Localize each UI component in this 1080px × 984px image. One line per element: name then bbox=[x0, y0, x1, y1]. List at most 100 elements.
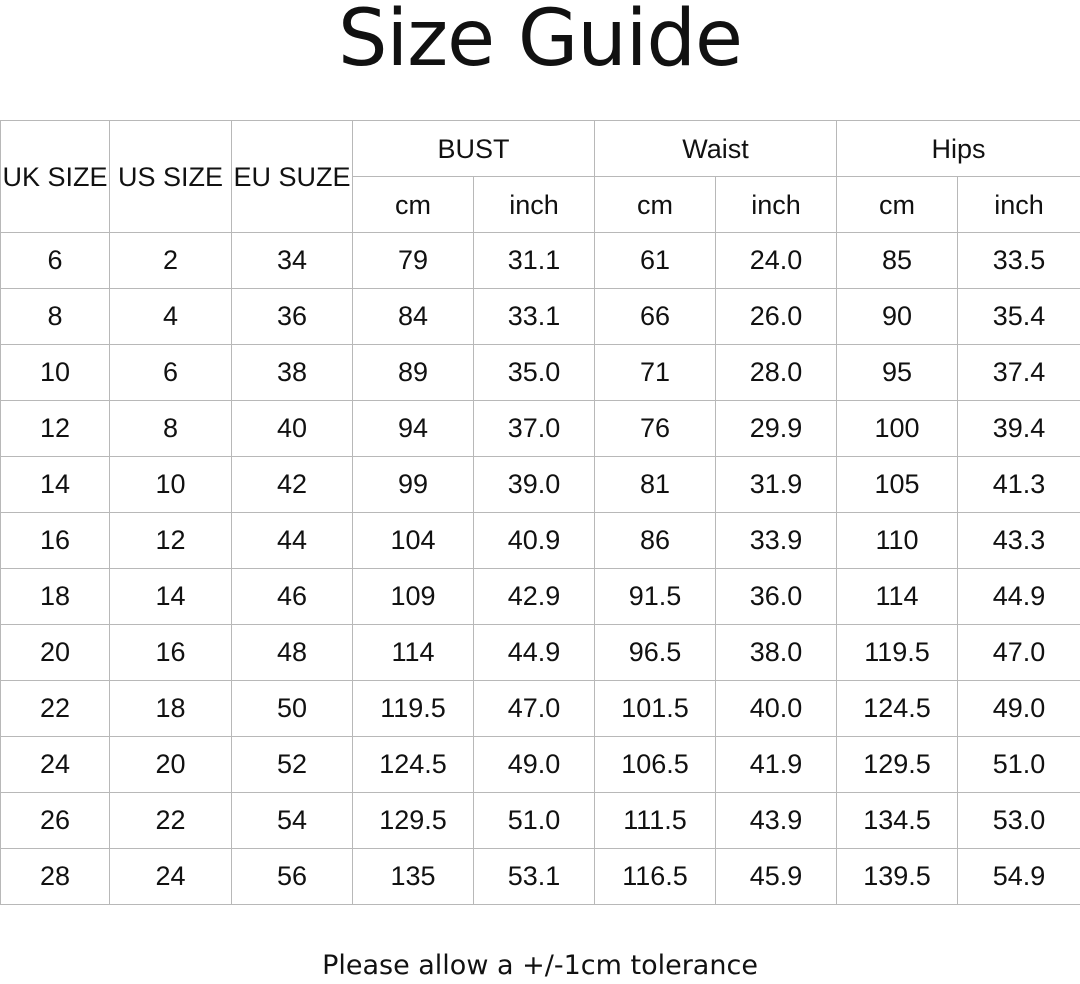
cell-us-size: 18 bbox=[109, 680, 232, 737]
cell-bust-cm: 124.5 bbox=[352, 736, 474, 793]
cell-waist-cm: 66 bbox=[594, 288, 717, 345]
cell-bust-cm: 89 bbox=[352, 344, 474, 401]
header-unit-cm: cm bbox=[594, 176, 717, 233]
size-table: UK SIZE US SIZE EU SUZE BUST Waist Hips … bbox=[0, 120, 1080, 905]
table-row: 12 8 40 94 37.0 76 29.9 100 39.4 bbox=[0, 400, 1080, 457]
table-body: 6 2 34 79 31.1 61 24.0 85 33.5 8 4 36 84 33.1 66 26.0 90… bbox=[0, 232, 1080, 905]
header-hips: Hips bbox=[836, 120, 1080, 177]
cell-us-size: 10 bbox=[109, 456, 232, 513]
cell-hips-cm: 110 bbox=[836, 512, 959, 569]
header-unit-cm: cm bbox=[836, 176, 959, 233]
cell-waist-inch: 29.9 bbox=[715, 400, 838, 457]
header-us-size: US SIZE bbox=[109, 120, 232, 233]
cell-waist-inch: 26.0 bbox=[715, 288, 838, 345]
cell-waist-inch: 45.9 bbox=[715, 848, 838, 905]
cell-bust-inch: 37.0 bbox=[472, 400, 596, 457]
cell-bust-inch: 49.0 bbox=[472, 736, 596, 793]
cell-uk-size: 14 bbox=[0, 456, 110, 513]
cell-waist-inch: 24.0 bbox=[715, 232, 838, 289]
cell-hips-cm: 95 bbox=[836, 344, 959, 401]
cell-bust-cm: 99 bbox=[352, 456, 474, 513]
header-row-groups: UK SIZE US SIZE EU SUZE BUST Waist Hips bbox=[0, 120, 1080, 233]
cell-waist-inch: 40.0 bbox=[715, 680, 838, 737]
cell-hips-inch: 33.5 bbox=[957, 232, 1080, 289]
cell-bust-inch: 53.1 bbox=[472, 848, 596, 905]
cell-waist-inch: 36.0 bbox=[715, 568, 838, 625]
cell-eu-size: 56 bbox=[231, 848, 353, 905]
cell-bust-cm: 79 bbox=[352, 232, 474, 289]
cell-waist-cm: 116.5 bbox=[594, 848, 717, 905]
cell-eu-size: 40 bbox=[231, 400, 353, 457]
cell-uk-size: 22 bbox=[0, 680, 110, 737]
header-unit-inch: inch bbox=[472, 176, 596, 233]
header-eu-size: EU SUZE bbox=[231, 120, 353, 233]
cell-us-size: 22 bbox=[109, 792, 232, 849]
cell-uk-size: 20 bbox=[0, 624, 110, 681]
table-row: 18 14 46 109 42.9 91.5 36.0 114 44.9 bbox=[0, 568, 1080, 625]
cell-hips-inch: 51.0 bbox=[957, 736, 1080, 793]
cell-eu-size: 46 bbox=[231, 568, 353, 625]
cell-hips-inch: 41.3 bbox=[957, 456, 1080, 513]
cell-waist-inch: 43.9 bbox=[715, 792, 838, 849]
cell-us-size: 4 bbox=[109, 288, 232, 345]
cell-hips-cm: 119.5 bbox=[836, 624, 959, 681]
cell-eu-size: 44 bbox=[231, 512, 353, 569]
cell-hips-cm: 100 bbox=[836, 400, 959, 457]
cell-bust-inch: 44.9 bbox=[472, 624, 596, 681]
cell-hips-cm: 85 bbox=[836, 232, 959, 289]
cell-hips-inch: 35.4 bbox=[957, 288, 1080, 345]
header-unit-cm: cm bbox=[352, 176, 474, 233]
cell-uk-size: 16 bbox=[0, 512, 110, 569]
cell-waist-cm: 71 bbox=[594, 344, 717, 401]
cell-hips-inch: 53.0 bbox=[957, 792, 1080, 849]
cell-us-size: 6 bbox=[109, 344, 232, 401]
cell-hips-inch: 44.9 bbox=[957, 568, 1080, 625]
cell-hips-inch: 54.9 bbox=[957, 848, 1080, 905]
cell-waist-cm: 81 bbox=[594, 456, 717, 513]
cell-uk-size: 26 bbox=[0, 792, 110, 849]
cell-bust-inch: 39.0 bbox=[472, 456, 596, 513]
cell-eu-size: 36 bbox=[231, 288, 353, 345]
cell-eu-size: 42 bbox=[231, 456, 353, 513]
header-waist: Waist bbox=[594, 120, 838, 177]
cell-us-size: 8 bbox=[109, 400, 232, 457]
cell-bust-inch: 35.0 bbox=[472, 344, 596, 401]
cell-waist-inch: 33.9 bbox=[715, 512, 838, 569]
cell-hips-cm: 105 bbox=[836, 456, 959, 513]
cell-waist-cm: 76 bbox=[594, 400, 717, 457]
cell-bust-inch: 31.1 bbox=[472, 232, 596, 289]
cell-waist-inch: 31.9 bbox=[715, 456, 838, 513]
cell-bust-inch: 40.9 bbox=[472, 512, 596, 569]
table-row: 28 24 56 135 53.1 116.5 45.9 139.5 54.9 bbox=[0, 848, 1080, 905]
cell-waist-cm: 101.5 bbox=[594, 680, 717, 737]
cell-hips-inch: 43.3 bbox=[957, 512, 1080, 569]
cell-us-size: 14 bbox=[109, 568, 232, 625]
cell-eu-size: 34 bbox=[231, 232, 353, 289]
cell-us-size: 20 bbox=[109, 736, 232, 793]
cell-bust-cm: 119.5 bbox=[352, 680, 474, 737]
cell-uk-size: 18 bbox=[0, 568, 110, 625]
cell-waist-cm: 106.5 bbox=[594, 736, 717, 793]
table-row: 24 20 52 124.5 49.0 106.5 41.9 129.5 51.0 bbox=[0, 736, 1080, 793]
cell-eu-size: 38 bbox=[231, 344, 353, 401]
cell-hips-cm: 124.5 bbox=[836, 680, 959, 737]
table-row: 20 16 48 114 44.9 96.5 38.0 119.5 47.0 bbox=[0, 624, 1080, 681]
table-row: 8 4 36 84 33.1 66 26.0 90 35.4 bbox=[0, 288, 1080, 345]
cell-waist-cm: 96.5 bbox=[594, 624, 717, 681]
cell-us-size: 2 bbox=[109, 232, 232, 289]
cell-us-size: 16 bbox=[109, 624, 232, 681]
table-row: 16 12 44 104 40.9 86 33.9 110 43.3 bbox=[0, 512, 1080, 569]
table-row: 22 18 50 119.5 47.0 101.5 40.0 124.5 49.0 bbox=[0, 680, 1080, 737]
cell-waist-inch: 38.0 bbox=[715, 624, 838, 681]
cell-waist-cm: 61 bbox=[594, 232, 717, 289]
header-uk-size: UK SIZE bbox=[0, 120, 110, 233]
cell-uk-size: 10 bbox=[0, 344, 110, 401]
cell-hips-cm: 114 bbox=[836, 568, 959, 625]
cell-uk-size: 6 bbox=[0, 232, 110, 289]
cell-bust-cm: 114 bbox=[352, 624, 474, 681]
cell-bust-inch: 47.0 bbox=[472, 680, 596, 737]
cell-hips-cm: 139.5 bbox=[836, 848, 959, 905]
table-row: 14 10 42 99 39.0 81 31.9 105 41.3 bbox=[0, 456, 1080, 513]
cell-bust-cm: 109 bbox=[352, 568, 474, 625]
cell-bust-inch: 51.0 bbox=[472, 792, 596, 849]
